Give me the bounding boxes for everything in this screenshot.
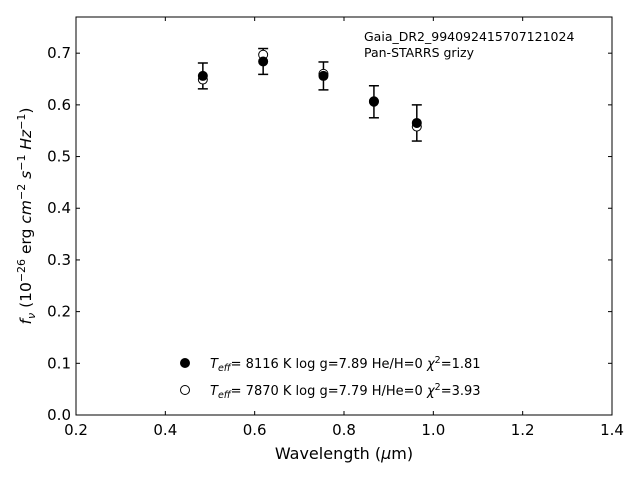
data-point-filled: [368, 96, 379, 107]
data-point-filled: [258, 56, 269, 67]
legend-label-model-1: Teff= 8116 K log g=7.89 He/H=0 χ2=1.81: [210, 355, 481, 374]
x-tick-label: 0.2: [64, 421, 88, 439]
data-point-filled: [318, 70, 329, 81]
annotation-source-id: Gaia_DR2_994092415707121024: [364, 29, 574, 44]
legend-marker-filled: [180, 358, 190, 368]
x-tick-label: 1.4: [600, 421, 624, 439]
y-tick-label: 0.5: [47, 148, 71, 166]
y-tick-label: 0.1: [47, 354, 71, 372]
plot-area: [76, 17, 612, 415]
y-tick-label: 0.6: [47, 96, 71, 114]
y-tick-label: 0.7: [47, 44, 71, 62]
y-axis-ticks: 0.0 0.1 0.2 0.3 0.4 0.5 0.6 0.7: [47, 44, 612, 424]
legend-label-model-2: Teff= 7870 K log g=7.79 H/He=0 χ2=3.93: [210, 382, 481, 401]
data-point-filled: [411, 117, 422, 128]
data-point-filled: [197, 70, 208, 81]
y-tick-label: 0.2: [47, 303, 71, 321]
y-tick-label: 0.4: [47, 199, 71, 217]
y-tick-label: 0.3: [47, 251, 71, 269]
x-tick-label: 1.2: [511, 421, 535, 439]
x-axis-ticks: 0.2 0.4 0.6 0.8 1.0 1.2 1.4: [64, 17, 624, 439]
data-markers: [197, 49, 422, 132]
x-tick-label: 0.6: [243, 421, 267, 439]
x-axis-label: Wavelength (μm): [275, 444, 413, 463]
legend: Teff= 8116 K log g=7.89 He/H=0 χ2=1.81 T…: [180, 355, 481, 401]
x-tick-label: 1.0: [421, 421, 445, 439]
y-tick-label: 0.0: [47, 406, 71, 424]
legend-marker-open: [180, 385, 190, 395]
annotation-photometry: Pan-STARRS grizy: [364, 45, 475, 60]
x-tick-label: 0.8: [332, 421, 356, 439]
x-tick-label: 0.4: [153, 421, 177, 439]
y-axis-label: fν (10−26 erg cm−2 s−1 Hz−1): [15, 108, 38, 325]
